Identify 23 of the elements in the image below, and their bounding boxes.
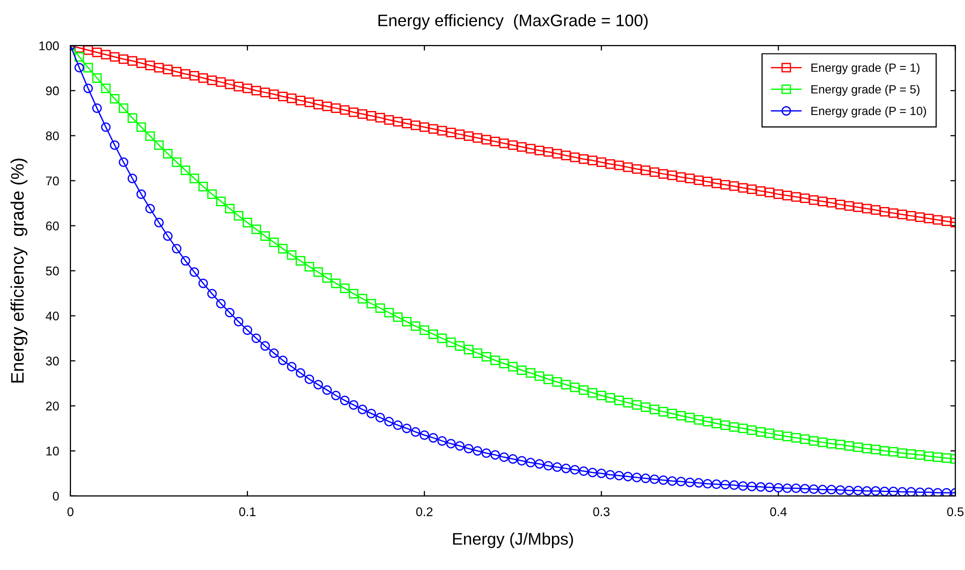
x-tick-label: 0.4 bbox=[770, 507, 787, 516]
y-tick-label: 10 bbox=[46, 446, 59, 456]
y-tick-label: 100 bbox=[39, 41, 59, 50]
x-tick-label: 0.2 bbox=[416, 507, 432, 516]
y-tick-label: 50 bbox=[46, 266, 59, 276]
y-tick-label: 80 bbox=[46, 131, 59, 140]
x-tick-label: 0 bbox=[67, 507, 74, 516]
y-tick-label: 30 bbox=[46, 356, 59, 366]
legend-label: Energy grade (P = 10) bbox=[811, 106, 926, 118]
y-tick-label: 0 bbox=[52, 492, 59, 501]
x-tick-label: 0.3 bbox=[593, 507, 610, 516]
chart-title: Energy efficiency (MaxGrade = 100) bbox=[378, 14, 648, 30]
x-tick-label: 0.1 bbox=[239, 507, 256, 516]
y-tick-label: 20 bbox=[46, 402, 59, 410]
legend-label: Energy grade (P = 5) bbox=[811, 84, 920, 96]
y-axis-title: Energy efficiency grade (%) bbox=[10, 158, 28, 383]
y-tick-label: 60 bbox=[46, 222, 59, 230]
x-tick-label: 0.5 bbox=[947, 507, 964, 516]
y-tick-label: 70 bbox=[46, 176, 59, 186]
legend-label: Energy grade (P = 1) bbox=[811, 63, 920, 74]
y-tick-label: 40 bbox=[46, 312, 59, 320]
y-tick-label: 90 bbox=[46, 86, 59, 96]
x-axis-title: Energy (J/Mbps) bbox=[453, 532, 573, 548]
